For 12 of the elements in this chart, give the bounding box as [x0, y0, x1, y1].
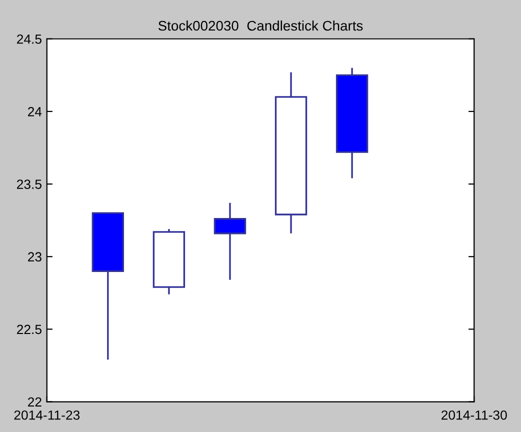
y-tick-label: 23 [28, 252, 42, 262]
candlestick [214, 202, 246, 281]
candlestick [336, 67, 368, 180]
y-tick-label: 22.5 [17, 324, 42, 334]
y-tick-label: 23.5 [17, 180, 42, 189]
y-tick-label: 24.5 [17, 34, 42, 44]
y-tick-label: 24 [28, 107, 42, 116]
candlestick [274, 71, 308, 234]
y-tick-label: 22 [28, 397, 42, 407]
x-tick-label: 2014-11-30 [442, 410, 507, 420]
x-tick-label: 2014-11-23 [14, 410, 80, 420]
chart-title: Stock002030 Candlestick Charts [158, 20, 363, 31]
